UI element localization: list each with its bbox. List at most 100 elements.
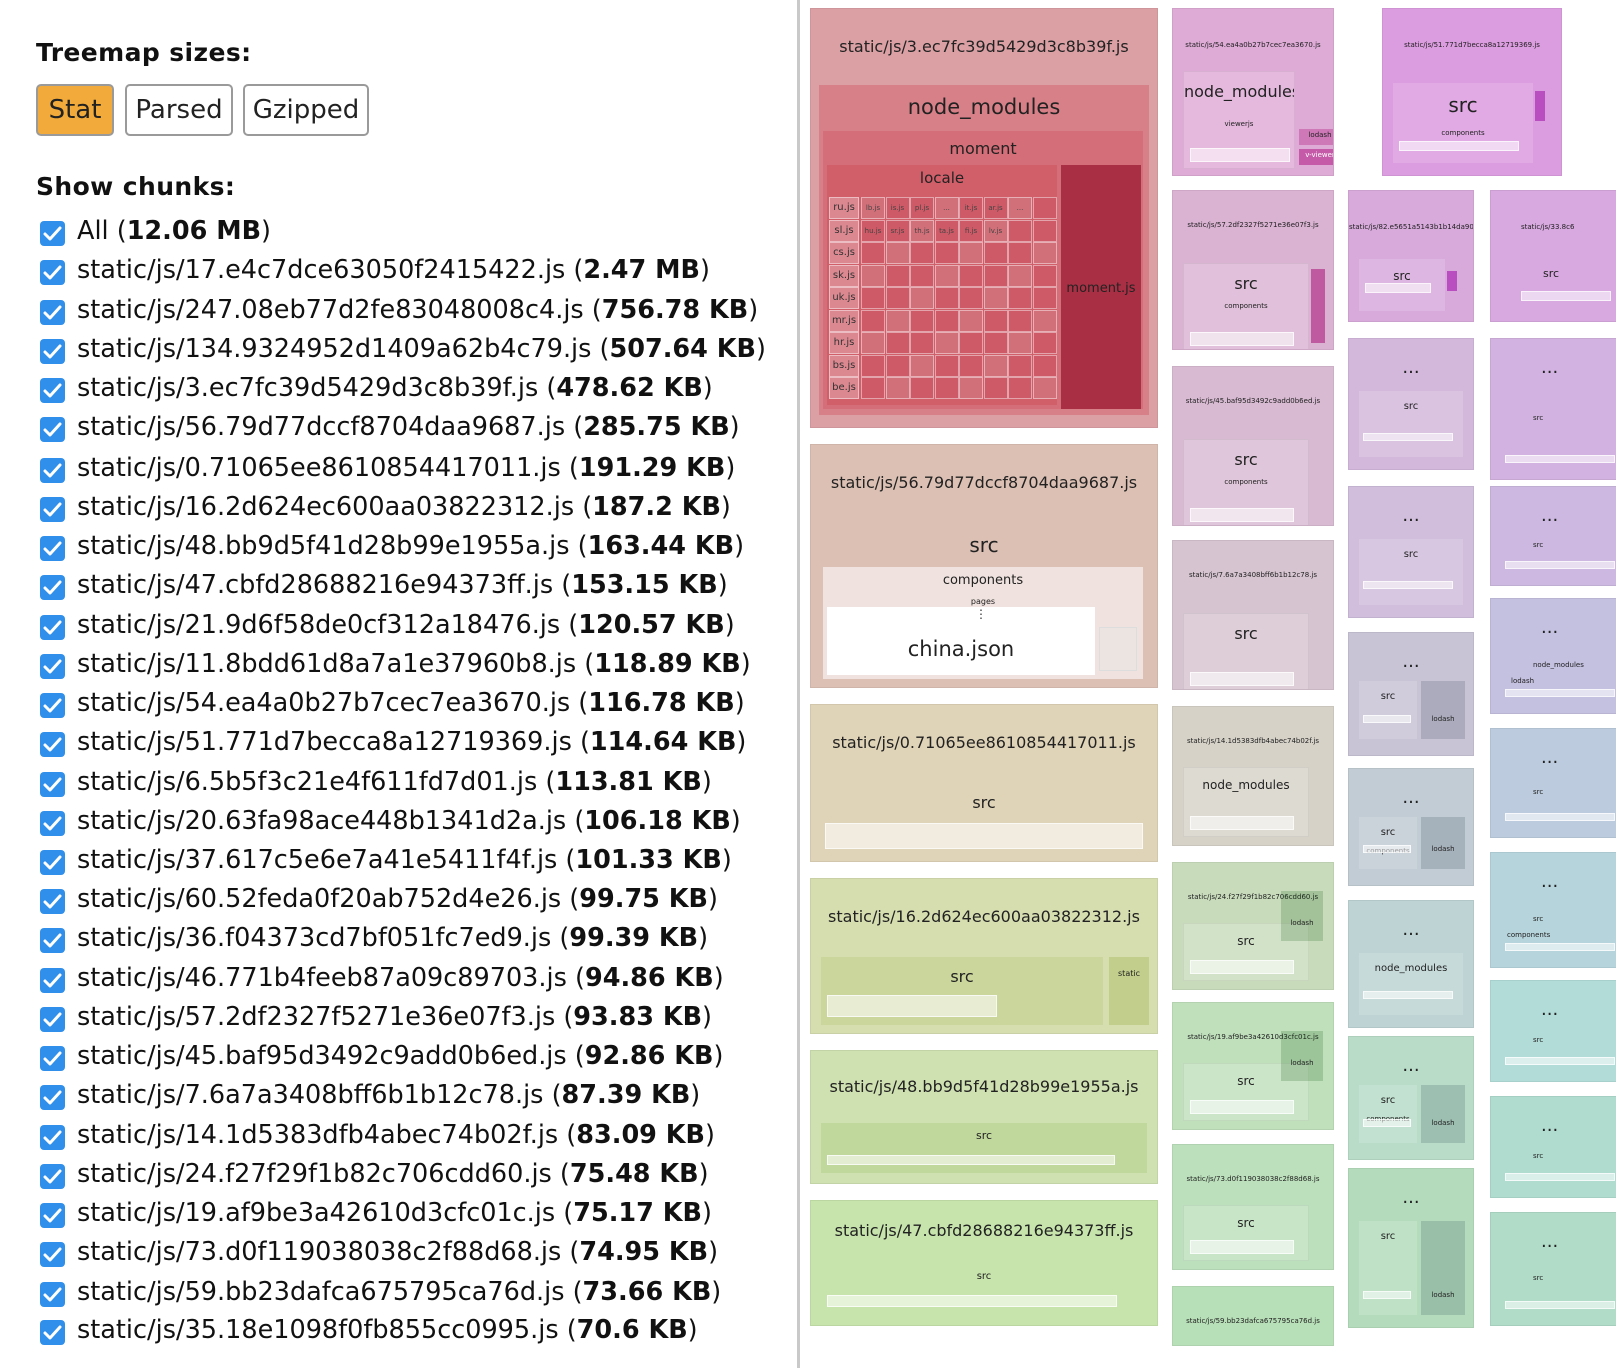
locale-file[interactable] bbox=[861, 377, 885, 399]
file-block[interactable] bbox=[1505, 455, 1615, 463]
file-block[interactable] bbox=[1505, 1057, 1615, 1065]
locale-file[interactable] bbox=[885, 264, 910, 287]
file-block[interactable] bbox=[1505, 1173, 1615, 1181]
locale-file[interactable] bbox=[959, 309, 983, 332]
china-json-file[interactable]: china.json bbox=[827, 607, 1095, 675]
src-group[interactable]: src bbox=[1359, 259, 1445, 311]
checkbox-checked-icon[interactable] bbox=[40, 1164, 65, 1189]
locale-file[interactable] bbox=[885, 242, 910, 264]
locale-file[interactable] bbox=[959, 287, 983, 309]
locale-file[interactable] bbox=[934, 242, 959, 264]
locale-file[interactable] bbox=[1032, 219, 1057, 242]
locale-file[interactable]: ... bbox=[1008, 197, 1032, 219]
locale-file[interactable] bbox=[959, 242, 983, 264]
treemap-chunk[interactable]: static/js/48.bb9d5f41d28b99e1955a.js src bbox=[810, 1050, 1158, 1184]
locale-file[interactable]: is.js bbox=[885, 197, 910, 219]
locale-file[interactable] bbox=[1032, 287, 1057, 309]
parsed-size-button[interactable]: Parsed bbox=[125, 84, 233, 136]
treemap-chunk[interactable]: static/js/3.ec7fc39d5429d3c8b39f.js node_… bbox=[810, 8, 1158, 428]
locale-file[interactable] bbox=[861, 287, 885, 309]
checkbox-checked-icon[interactable] bbox=[40, 732, 65, 757]
locale-file[interactable] bbox=[1032, 242, 1057, 264]
treemap-chunk[interactable]: static/js/45.baf95d3492c9add0b6ed.js src c… bbox=[1172, 366, 1334, 526]
checkbox-checked-icon[interactable] bbox=[40, 968, 65, 993]
file-block[interactable] bbox=[827, 1155, 1115, 1165]
checkbox-checked-icon[interactable] bbox=[40, 497, 65, 522]
src-group[interactable]: src bbox=[1359, 391, 1463, 457]
moment-group[interactable]: moment locale ru.js sl.js cs.js sk.js uk.js mr.… bbox=[823, 131, 1143, 409]
locale-file[interactable]: bs.js bbox=[829, 354, 859, 377]
checkbox-checked-icon[interactable] bbox=[40, 928, 65, 953]
treemap-chunk[interactable]: ... src bbox=[1490, 338, 1616, 480]
locale-file[interactable]: sl.js bbox=[829, 219, 859, 242]
node-modules-group[interactable]: node_modules moment locale ru.js sl.js cs.js s… bbox=[819, 85, 1149, 415]
lodash-group[interactable]: lodash bbox=[1421, 1085, 1465, 1143]
file-block[interactable] bbox=[1190, 1100, 1294, 1114]
file-block[interactable] bbox=[1190, 508, 1294, 522]
file-block[interactable] bbox=[827, 995, 997, 1017]
locale-file[interactable]: ar.js bbox=[983, 197, 1008, 219]
file-block[interactable] bbox=[1363, 581, 1453, 589]
locale-file[interactable] bbox=[910, 287, 934, 309]
treemap-chunk[interactable]: ... node_modules lodash bbox=[1490, 598, 1616, 714]
locale-group[interactable]: locale ru.js sl.js cs.js sk.js uk.js mr.js hr.j… bbox=[827, 165, 1057, 405]
treemap-chunk[interactable]: ... src bbox=[1490, 1096, 1616, 1198]
treemap[interactable]: static/js/3.ec7fc39d5429d3c8b39f.js node_… bbox=[800, 0, 1616, 1368]
file-block[interactable] bbox=[1190, 1240, 1294, 1254]
file-block[interactable] bbox=[1521, 291, 1611, 301]
src-group[interactable]: src bbox=[821, 1123, 1147, 1173]
checkbox-checked-icon[interactable] bbox=[40, 417, 65, 442]
treemap-chunk[interactable]: static/js/54.ea4a0b27b7cec7ea3670.js node… bbox=[1172, 8, 1334, 176]
treemap-chunk[interactable]: ... src bbox=[1490, 486, 1616, 586]
locale-file[interactable] bbox=[861, 309, 885, 332]
locale-file[interactable]: uk.js bbox=[829, 287, 859, 309]
checkbox-checked-icon[interactable] bbox=[40, 811, 65, 836]
file-block[interactable] bbox=[1311, 269, 1325, 343]
lodash-group[interactable]: lodash bbox=[1299, 129, 1333, 145]
treemap-chunk[interactable]: ... src bbox=[1490, 1212, 1616, 1326]
src-group[interactable]: node_modules bbox=[1359, 953, 1463, 1015]
treemap-chunk[interactable]: static/js/24.f27f29f1b82c706cdd60.js src l… bbox=[1172, 862, 1334, 990]
locale-file[interactable]: fi.js bbox=[959, 219, 983, 242]
file-block[interactable] bbox=[1505, 689, 1615, 697]
components-group[interactable]: components pages china.json ⋮ bbox=[823, 567, 1143, 679]
lodash-group[interactable]: lodash bbox=[1281, 1031, 1323, 1081]
file-block[interactable] bbox=[1190, 148, 1290, 162]
lodash-group[interactable]: lodash bbox=[1421, 1221, 1465, 1315]
locale-file[interactable] bbox=[885, 377, 910, 399]
locale-file[interactable] bbox=[1008, 219, 1032, 242]
locale-file[interactable]: ... bbox=[934, 197, 959, 219]
lodash-group[interactable]: lodash bbox=[1421, 681, 1465, 739]
stat-size-button[interactable]: Stat bbox=[36, 84, 114, 136]
file-block[interactable] bbox=[1505, 561, 1615, 569]
checkbox-checked-icon[interactable] bbox=[40, 889, 65, 914]
locale-file[interactable] bbox=[983, 377, 1008, 399]
locale-file[interactable] bbox=[1032, 264, 1057, 287]
src-group[interactable]: src bbox=[1359, 1221, 1417, 1315]
src-group[interactable]: src bbox=[1183, 1063, 1309, 1121]
locale-file[interactable] bbox=[1008, 242, 1032, 264]
file-block[interactable] bbox=[1190, 672, 1294, 686]
locale-file[interactable] bbox=[1032, 354, 1057, 377]
locale-file[interactable] bbox=[910, 242, 934, 264]
locale-file[interactable] bbox=[910, 309, 934, 332]
checkbox-checked-icon[interactable] bbox=[40, 654, 65, 679]
checkbox-checked-icon[interactable] bbox=[40, 339, 65, 364]
locale-file[interactable] bbox=[983, 242, 1008, 264]
file-block[interactable] bbox=[1190, 332, 1294, 346]
v-viewer-group[interactable]: v-viewer bbox=[1299, 149, 1333, 165]
locale-file[interactable] bbox=[1032, 377, 1057, 399]
src-group[interactable]: node_modules viewerjs bbox=[1183, 71, 1295, 169]
locale-file[interactable] bbox=[983, 287, 1008, 309]
file-block[interactable] bbox=[1363, 715, 1411, 723]
locale-file[interactable] bbox=[885, 287, 910, 309]
checkbox-checked-icon[interactable] bbox=[40, 1007, 65, 1032]
treemap-chunk[interactable]: ... src bbox=[1490, 728, 1616, 838]
src-group[interactable]: node_modules bbox=[1183, 767, 1309, 837]
checkbox-checked-icon[interactable] bbox=[40, 772, 65, 797]
